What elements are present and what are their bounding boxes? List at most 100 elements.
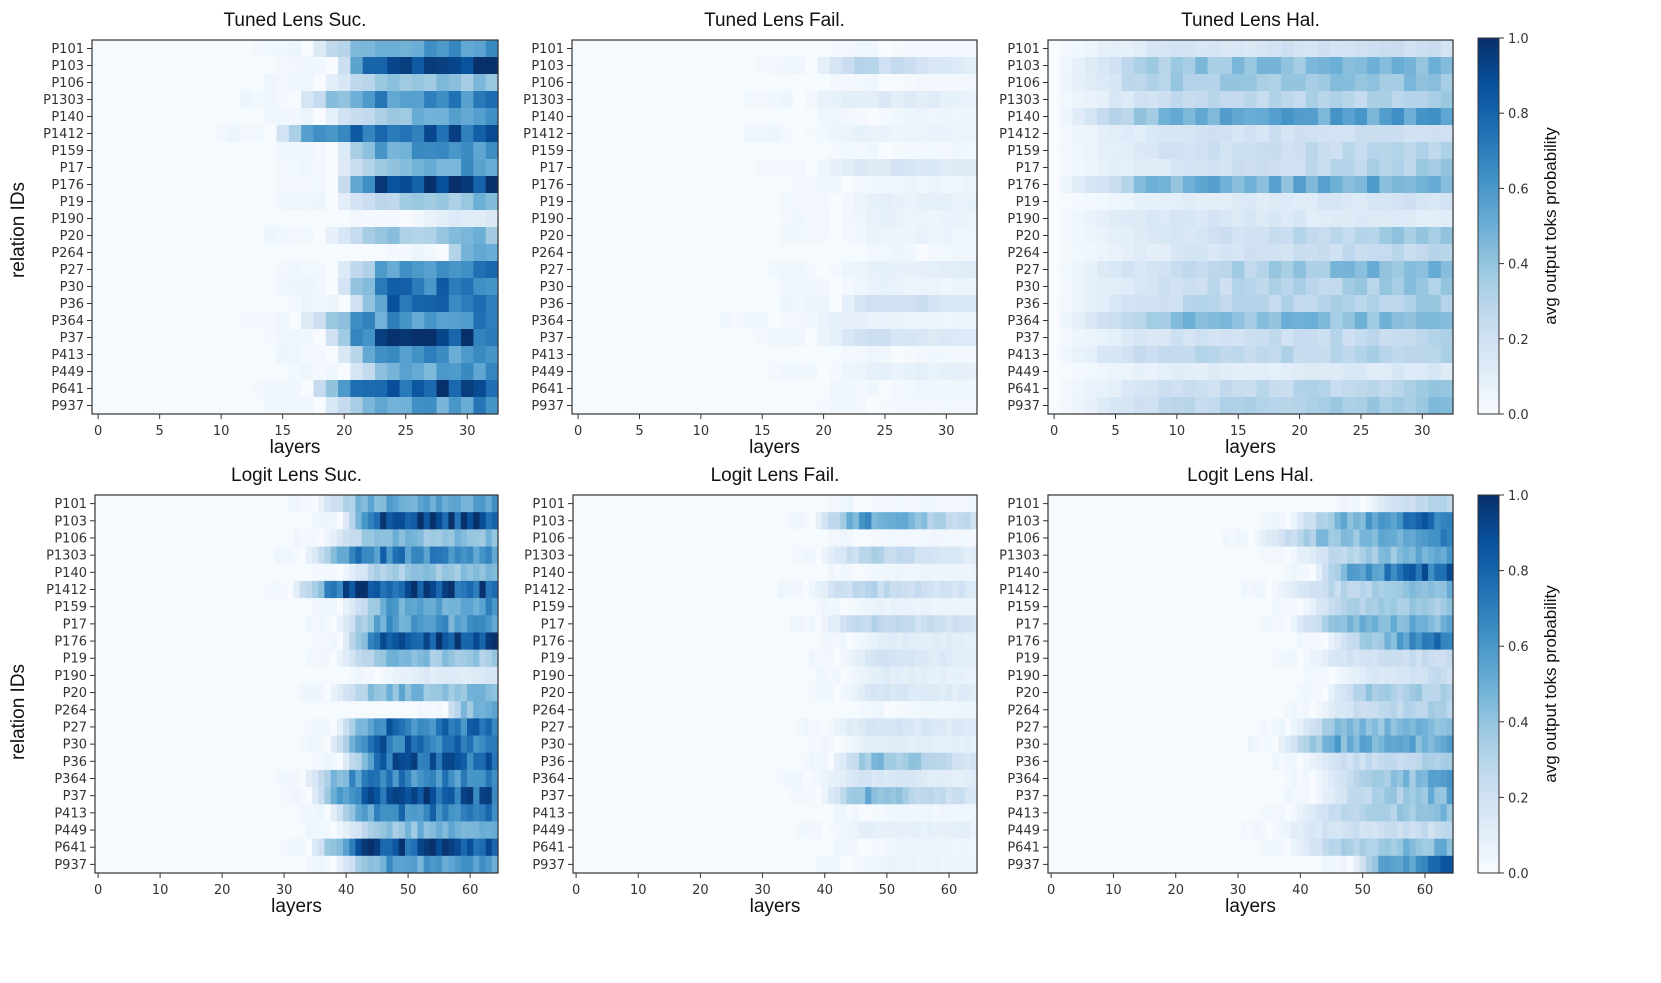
heatmap-cell [821, 495, 829, 513]
heatmap-cell [1158, 278, 1172, 296]
heatmap-cell [891, 108, 904, 126]
heatmap-cell [330, 838, 338, 857]
heatmap-cell [312, 701, 319, 719]
heatmap-cell [678, 580, 686, 599]
heatmap-cell [1428, 210, 1442, 228]
heatmap-cell [796, 598, 804, 616]
heatmap-cell [141, 125, 155, 143]
heatmap-cell [473, 295, 487, 313]
heatmap-cell [645, 329, 659, 347]
heatmap-cell [672, 546, 680, 565]
heatmap-cell [829, 74, 843, 92]
heatmap-cell [411, 666, 418, 685]
heatmap-cell [1207, 295, 1221, 313]
heatmap-cell [731, 74, 745, 92]
heatmap-cell [641, 649, 649, 668]
heatmap-cell [325, 312, 339, 330]
heatmap-cell [682, 363, 696, 381]
heatmap-cell [301, 74, 315, 92]
heatmap-cell [883, 580, 891, 599]
heatmap-cell [579, 615, 587, 634]
heatmap-cell [1133, 363, 1147, 381]
heatmap-cell [113, 787, 121, 805]
heatmap-cell [95, 718, 102, 737]
heatmap-cell [324, 632, 332, 651]
x-tick-label: 10 [152, 883, 169, 898]
heatmap-cell [460, 495, 468, 513]
heatmap-cell [262, 666, 270, 685]
heatmap-cell [429, 684, 437, 702]
heatmap-cell [871, 735, 879, 754]
heatmap-cell [780, 397, 794, 415]
heatmap-cell [914, 684, 922, 702]
heatmap-cell [846, 666, 854, 685]
heatmap-cell [815, 546, 823, 565]
heatmap-cell [175, 598, 183, 616]
heatmap-cell [479, 580, 487, 599]
heatmap-cell [1048, 74, 1061, 92]
heatmap-cell [1219, 159, 1233, 177]
y-tick-label: P27 [540, 263, 564, 278]
heatmap-cell [387, 329, 401, 347]
heatmap-cell [362, 193, 376, 211]
heatmap-cell [1354, 227, 1368, 245]
heatmap-cell [157, 666, 164, 685]
heatmap-cell [287, 649, 294, 668]
heatmap-cell [190, 244, 204, 262]
heatmap-cell [641, 701, 649, 719]
heatmap-cells [92, 40, 499, 415]
y-tick-label: P106 [1007, 76, 1040, 91]
heatmap-cell [670, 295, 684, 313]
heatmap-cell [380, 769, 387, 788]
heatmap-cell [866, 74, 880, 92]
heatmap-cell [367, 787, 375, 805]
heatmap-cell [694, 142, 708, 160]
heatmap-cell [933, 495, 941, 513]
heatmap-cell [682, 210, 696, 228]
heatmap-cell [697, 718, 705, 737]
heatmap-cell [95, 838, 102, 857]
heatmap-cell [225, 821, 232, 840]
heatmap-cell [256, 512, 263, 530]
heatmap-cell [202, 142, 216, 160]
heatmap-cell [116, 210, 130, 228]
heatmap-cell [1084, 363, 1098, 381]
heatmap-cell [293, 855, 301, 874]
heatmap-cell [215, 142, 228, 160]
heatmap-cell [809, 684, 816, 702]
heatmap-cell [865, 512, 872, 530]
heatmap-cell [657, 74, 671, 92]
heatmap-cell [842, 176, 855, 194]
heatmap-cell [107, 701, 115, 719]
heatmap-cell [908, 563, 916, 582]
heatmap-cell [908, 632, 916, 651]
heatmap-cell [202, 74, 216, 92]
heatmap-cell [215, 346, 228, 364]
heatmap-cell [902, 735, 910, 754]
y-tick-label: P140 [1007, 110, 1040, 125]
heatmap-cell [95, 804, 102, 823]
heatmap-cell [740, 666, 748, 685]
heatmap-cell [1084, 142, 1098, 160]
heatmap-cell [1403, 210, 1417, 228]
heatmap-cell [1281, 125, 1295, 143]
heatmap-cell [436, 397, 450, 415]
heatmap-cell [1158, 176, 1172, 194]
heatmap-cell [206, 546, 214, 565]
heatmap-cell [635, 752, 642, 771]
heatmap-cell [305, 769, 313, 788]
heatmap-cell [318, 615, 325, 634]
heatmap-cell [392, 752, 400, 771]
heatmap-cell [921, 615, 928, 634]
heatmap-cell [834, 615, 841, 634]
heatmap-cell [448, 684, 456, 702]
heatmap-cell [572, 329, 585, 347]
heatmap-cell [268, 752, 276, 771]
heatmap-cell [792, 125, 806, 143]
heatmap-cell [268, 684, 276, 702]
heatmap-cell [392, 649, 400, 668]
heatmap-cell [796, 684, 804, 702]
heatmap-cell [771, 684, 779, 702]
heatmap-cell [1305, 346, 1319, 364]
heatmap-cell [301, 363, 315, 381]
